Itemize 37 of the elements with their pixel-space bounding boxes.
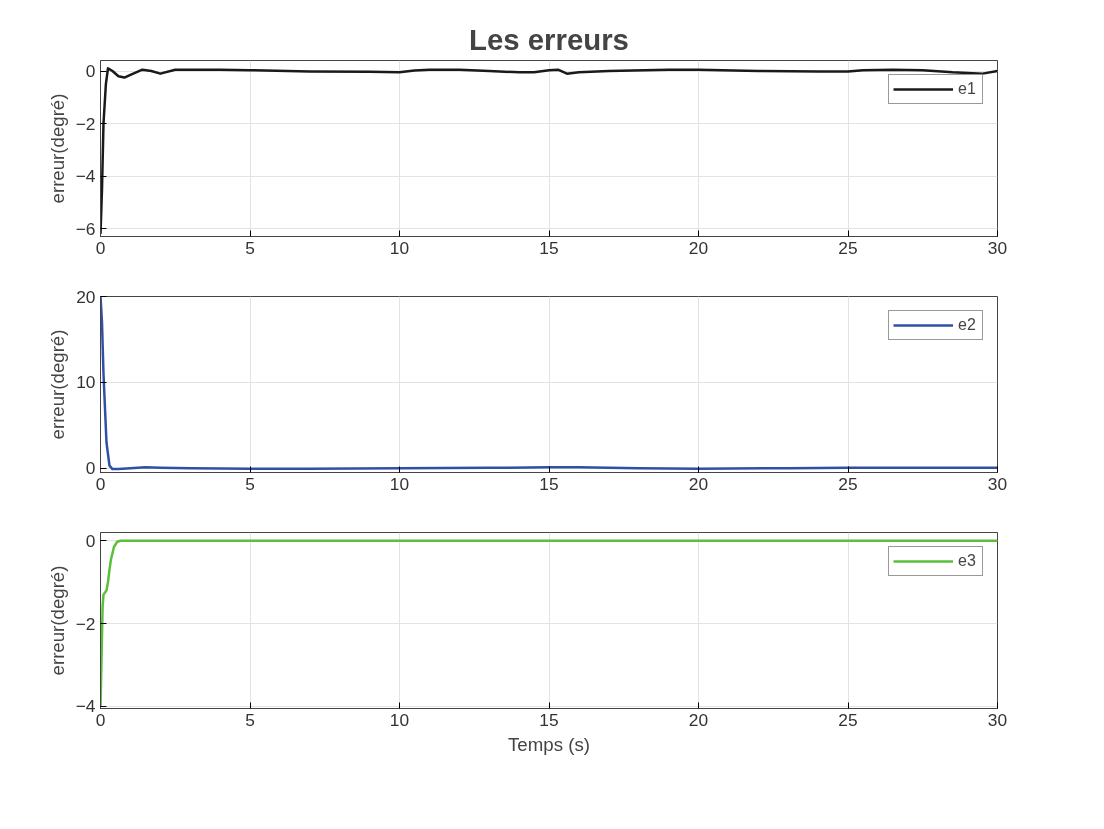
x-tick-label: 20 (688, 473, 709, 494)
x-tick-label: 30 (987, 709, 1008, 730)
y-axis-title: erreur(degré) (46, 565, 68, 676)
legend-label: e2 (958, 316, 977, 334)
x-axis-title: Temps (s) (508, 733, 590, 755)
y-tick-label: 0 (85, 61, 96, 82)
x-tick-label: 10 (389, 237, 410, 258)
x-tick-label: 10 (389, 709, 410, 730)
x-tick-label: 20 (688, 237, 709, 258)
line-series (100, 296, 998, 471)
x-tick-label: 20 (688, 709, 709, 730)
x-tick-label: 10 (389, 473, 410, 494)
chart-title: Les erreurs (469, 22, 629, 56)
y-tick-label: −4 (75, 696, 96, 717)
x-tick-label: 25 (838, 473, 858, 494)
y-tick-label: 20 (76, 286, 96, 307)
x-tick-label: 5 (245, 237, 255, 258)
x-tick-label: 25 (838, 237, 858, 258)
y-tick-label: −6 (75, 218, 96, 239)
x-tick-label: 5 (245, 473, 255, 494)
y-tick-label: −4 (75, 166, 96, 187)
x-tick-label: 30 (987, 237, 1008, 258)
y-tick-label: −2 (75, 113, 96, 134)
x-tick-label: 30 (987, 473, 1008, 494)
x-tick-label: 15 (539, 237, 559, 258)
y-axis-title: erreur(degré) (47, 329, 69, 440)
legend-label: e3 (958, 552, 977, 570)
x-tick-label: 25 (838, 709, 858, 730)
y-tick-label: 0 (85, 458, 96, 479)
x-tick-label: 5 (245, 709, 255, 730)
y-tick-label: 0 (85, 530, 96, 551)
x-tick-label: 15 (539, 473, 559, 494)
y-axis-title: erreur(degré) (46, 93, 68, 204)
x-tick-label: 15 (539, 709, 559, 730)
y-tick-label: 10 (76, 372, 96, 393)
y-tick-label: −2 (75, 613, 96, 634)
legend-label: e1 (958, 80, 977, 98)
